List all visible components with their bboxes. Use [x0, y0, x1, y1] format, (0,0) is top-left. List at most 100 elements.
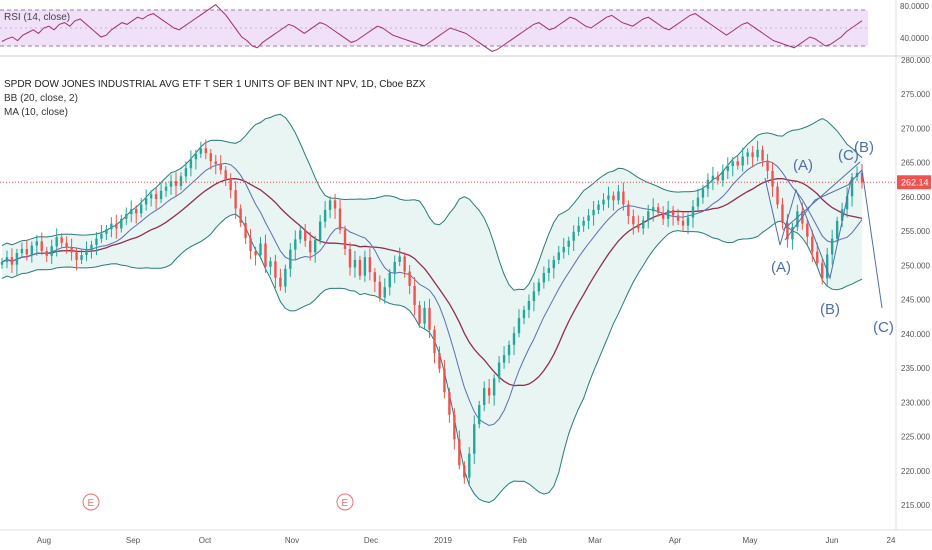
candle-body	[607, 195, 610, 200]
wave-label-c2: (C)	[873, 319, 894, 336]
candle-body	[259, 243, 262, 256]
candle-body	[279, 277, 282, 287]
candle-body	[443, 368, 446, 393]
wave-label-a2: (A)	[771, 259, 791, 276]
candle-body	[587, 215, 590, 221]
time-tick-label: May	[742, 536, 757, 545]
candle-body	[55, 237, 58, 247]
time-tick-label: 24	[887, 536, 896, 545]
candle-body	[637, 224, 640, 229]
candle-body	[110, 223, 113, 230]
price-tick-label: 240.000	[901, 330, 930, 339]
candle-body	[70, 247, 73, 253]
candle-body	[756, 149, 759, 158]
candle-body	[159, 190, 163, 199]
candle-body	[179, 176, 183, 186]
candle-body	[269, 261, 272, 267]
candle-body	[353, 259, 357, 268]
price-tick-label: 225.000	[901, 433, 930, 442]
bollinger-basis-line	[1, 177, 863, 387]
price-tick-label: 265.000	[901, 159, 930, 168]
candle-body	[154, 194, 158, 199]
candle-body	[0, 261, 4, 265]
rsi-line	[1, 3, 863, 52]
candle-body	[338, 208, 342, 230]
candle-body	[90, 244, 93, 251]
candle-body	[731, 161, 734, 167]
candle-body	[617, 191, 620, 201]
candle-body	[552, 259, 555, 269]
main-pane[interactable]: 262.14 (A) (B) (C) (A) (B) (C) E E SPDR …	[0, 79, 931, 511]
candle-body	[473, 424, 476, 454]
candle-body	[527, 300, 531, 310]
candle-body	[433, 329, 436, 354]
candle-body	[681, 220, 685, 226]
candle-body	[75, 252, 78, 260]
candle-body	[284, 268, 287, 287]
candle-body	[438, 353, 441, 369]
candle-body	[373, 272, 377, 282]
candle-body	[781, 204, 784, 223]
candle-body	[771, 170, 774, 187]
candle-body	[736, 161, 739, 166]
event-marker-2[interactable]: E	[336, 493, 354, 511]
candle-body	[95, 238, 98, 245]
rsi-pane[interactable]: RSI (14, close) 80.0000 40.0000	[0, 2, 929, 52]
price-tick-label: 255.000	[901, 227, 930, 236]
candle-body	[507, 344, 511, 356]
candle-body	[418, 305, 421, 324]
candle-body	[249, 238, 252, 252]
candle-body	[229, 179, 232, 191]
candle-body	[368, 257, 372, 273]
time-tick-label: 2019	[434, 536, 452, 545]
candle-body	[622, 191, 625, 205]
wave-drawing[interactable]: (A) (B) (C) (A) (B) (C)	[764, 139, 894, 336]
candle-body	[40, 241, 43, 252]
candle-body	[413, 285, 416, 306]
candle-body	[537, 282, 541, 292]
candle-body	[105, 229, 108, 234]
candle-body	[840, 209, 844, 221]
candlestick-series	[0, 139, 864, 486]
candle-body	[149, 194, 153, 199]
candle-body	[647, 211, 650, 221]
candle-body	[492, 378, 496, 396]
indicator-ma-label: MA (10, close)	[4, 107, 68, 118]
candle-body	[845, 196, 849, 210]
candle-body	[323, 209, 327, 222]
candle-body	[343, 229, 347, 249]
candle-body	[60, 237, 63, 243]
candle-body	[592, 209, 595, 216]
event-circle	[82, 493, 100, 511]
candle-body	[209, 153, 212, 162]
candle-body	[85, 250, 88, 256]
wave-line-1	[764, 177, 852, 280]
candle-body	[264, 243, 267, 267]
candle-body	[582, 220, 585, 226]
bollinger-fill	[2, 114, 862, 503]
candle-body	[666, 209, 670, 219]
candle-body	[512, 333, 516, 345]
price-tick-label: 235.000	[901, 364, 930, 373]
candle-body	[577, 225, 580, 232]
time-axis[interactable]: Aug Sep Oct Nov Dec 2019 Feb Mar Apr May Jun 24	[37, 536, 896, 545]
event-marker-1[interactable]: E	[82, 493, 100, 511]
bollinger-lower-band	[1, 213, 863, 504]
price-tick-label: 270.000	[901, 124, 930, 133]
candle-body	[20, 248, 24, 254]
price-scale[interactable]: 280.000 275.000 270.000 265.000 260.000 255.0…	[901, 56, 930, 510]
candle-body	[100, 233, 103, 239]
price-tick-label: 230.000	[901, 398, 930, 407]
candle-body	[120, 218, 123, 229]
candle-body	[562, 246, 565, 253]
candle-body	[144, 198, 148, 205]
candle-body	[50, 246, 53, 256]
candle-body	[333, 200, 337, 209]
candle-body	[408, 271, 411, 286]
time-tick-label: Nov	[285, 536, 299, 545]
candle-body	[358, 259, 362, 276]
candle-body	[393, 261, 396, 273]
candle-body	[671, 209, 675, 216]
wave-label-b2: (B)	[820, 301, 840, 318]
